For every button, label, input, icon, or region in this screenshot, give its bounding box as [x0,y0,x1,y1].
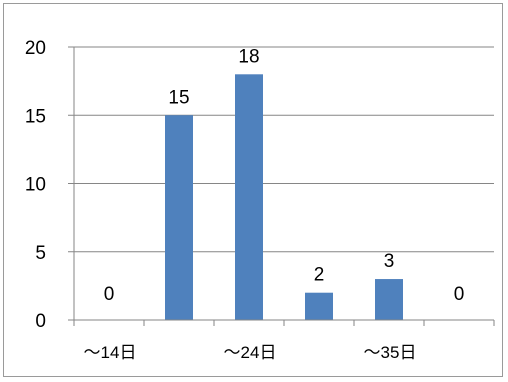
data-label-1: 15 [168,87,189,108]
x-tick-label-0: 〜14日 [84,343,137,362]
bar-4 [375,279,403,320]
data-label-3: 2 [314,265,325,286]
y-tick-label-10: 10 [25,175,46,196]
data-label-2: 18 [238,46,259,67]
y-tick-label-15: 15 [25,106,46,127]
data-label-0: 0 [104,284,115,305]
x-tick-label-4: 〜35日 [364,343,417,362]
y-tick-label-0: 0 [35,311,46,332]
data-label-5: 0 [454,284,465,305]
x-tick-label-2: 〜24日 [224,343,277,362]
y-tick-label-20: 20 [25,38,46,59]
bar-3 [305,292,333,320]
bar-1 [165,115,193,320]
bar-2 [235,74,263,320]
data-label-4: 3 [384,251,395,272]
y-tick-label-5: 5 [35,243,46,264]
